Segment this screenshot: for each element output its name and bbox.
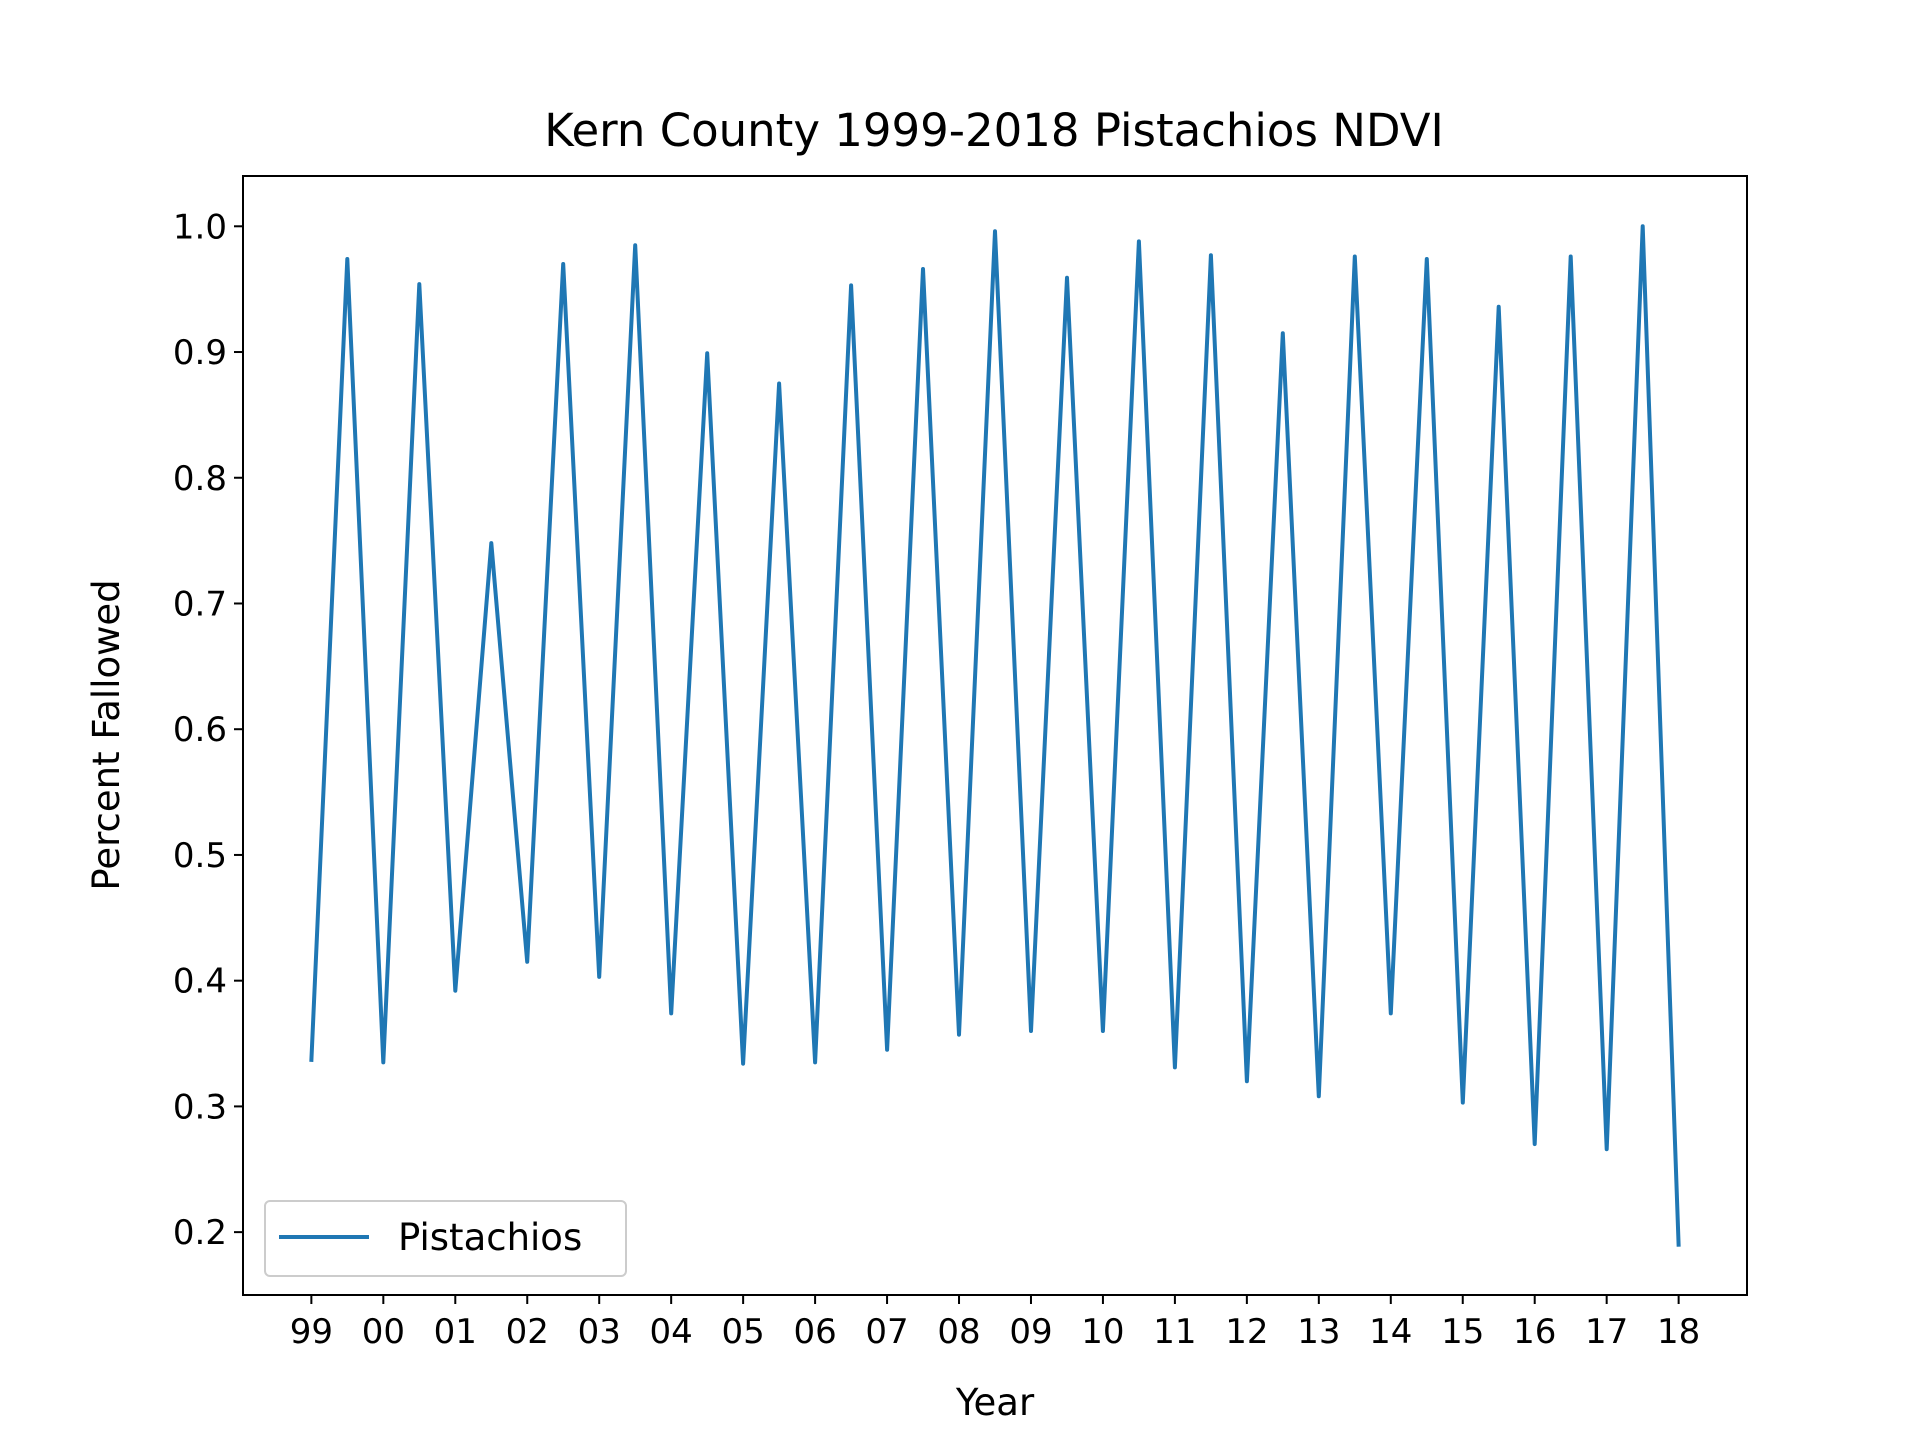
x-tick-label: 08 xyxy=(937,1312,980,1352)
y-tick-label: 0.6 xyxy=(173,710,227,750)
y-tick-label: 1.0 xyxy=(173,207,227,247)
legend: Pistachios xyxy=(264,1200,627,1277)
x-tick-label: 17 xyxy=(1585,1312,1628,1352)
x-tick-label: 15 xyxy=(1441,1312,1484,1352)
x-tick-label: 10 xyxy=(1081,1312,1124,1352)
x-tick-label: 03 xyxy=(578,1312,621,1352)
y-tick-label: 0.8 xyxy=(173,459,227,499)
x-tick-label: 11 xyxy=(1153,1312,1196,1352)
series-layer xyxy=(309,224,1681,1247)
legend-box xyxy=(264,1200,627,1277)
x-tick-label: 07 xyxy=(865,1312,908,1352)
x-tick-label: 06 xyxy=(793,1312,836,1352)
y-tick-label: 0.2 xyxy=(173,1213,227,1253)
x-tick-label: 01 xyxy=(434,1312,477,1352)
x-tick-label: 13 xyxy=(1297,1312,1340,1352)
y-tick-label: 0.7 xyxy=(173,584,227,624)
y-tick-label: 0.5 xyxy=(173,836,227,876)
y-tick-label: 0.9 xyxy=(173,333,227,373)
x-tick-label: 02 xyxy=(506,1312,549,1352)
series-line-pistachios xyxy=(309,224,1681,1247)
legend-label: Pistachios xyxy=(398,1216,582,1259)
y-tick-label: 0.3 xyxy=(173,1087,227,1127)
x-tick-label: 18 xyxy=(1657,1312,1700,1352)
x-tick-label: 00 xyxy=(362,1312,405,1352)
x-tick-label: 16 xyxy=(1513,1312,1556,1352)
chart-title: Kern County 1999-2018 Pistachios NDVI xyxy=(544,104,1444,157)
y-axis-label: Percent Fallowed xyxy=(85,579,128,890)
plot-frame xyxy=(242,175,1748,1296)
x-tick-label: 99 xyxy=(290,1312,333,1352)
x-tick-label: 05 xyxy=(722,1312,765,1352)
x-axis-label: Year xyxy=(955,1381,1035,1424)
x-tick-label: 04 xyxy=(650,1312,693,1352)
x-tick-label: 12 xyxy=(1225,1312,1268,1352)
y-axis: 0.2 0.3 0.4 0.5 0.6 0.7 0.8 0.9 1.0 xyxy=(173,207,243,1253)
x-tick-label: 09 xyxy=(1009,1312,1052,1352)
x-axis: 99 00 01 02 03 04 05 06 07 08 09 10 11 12 13 14 15 16 17 18 xyxy=(290,1295,1700,1352)
plot-area xyxy=(243,176,1747,1295)
x-tick-label: 14 xyxy=(1369,1312,1412,1352)
y-tick-label: 0.4 xyxy=(173,962,227,1002)
